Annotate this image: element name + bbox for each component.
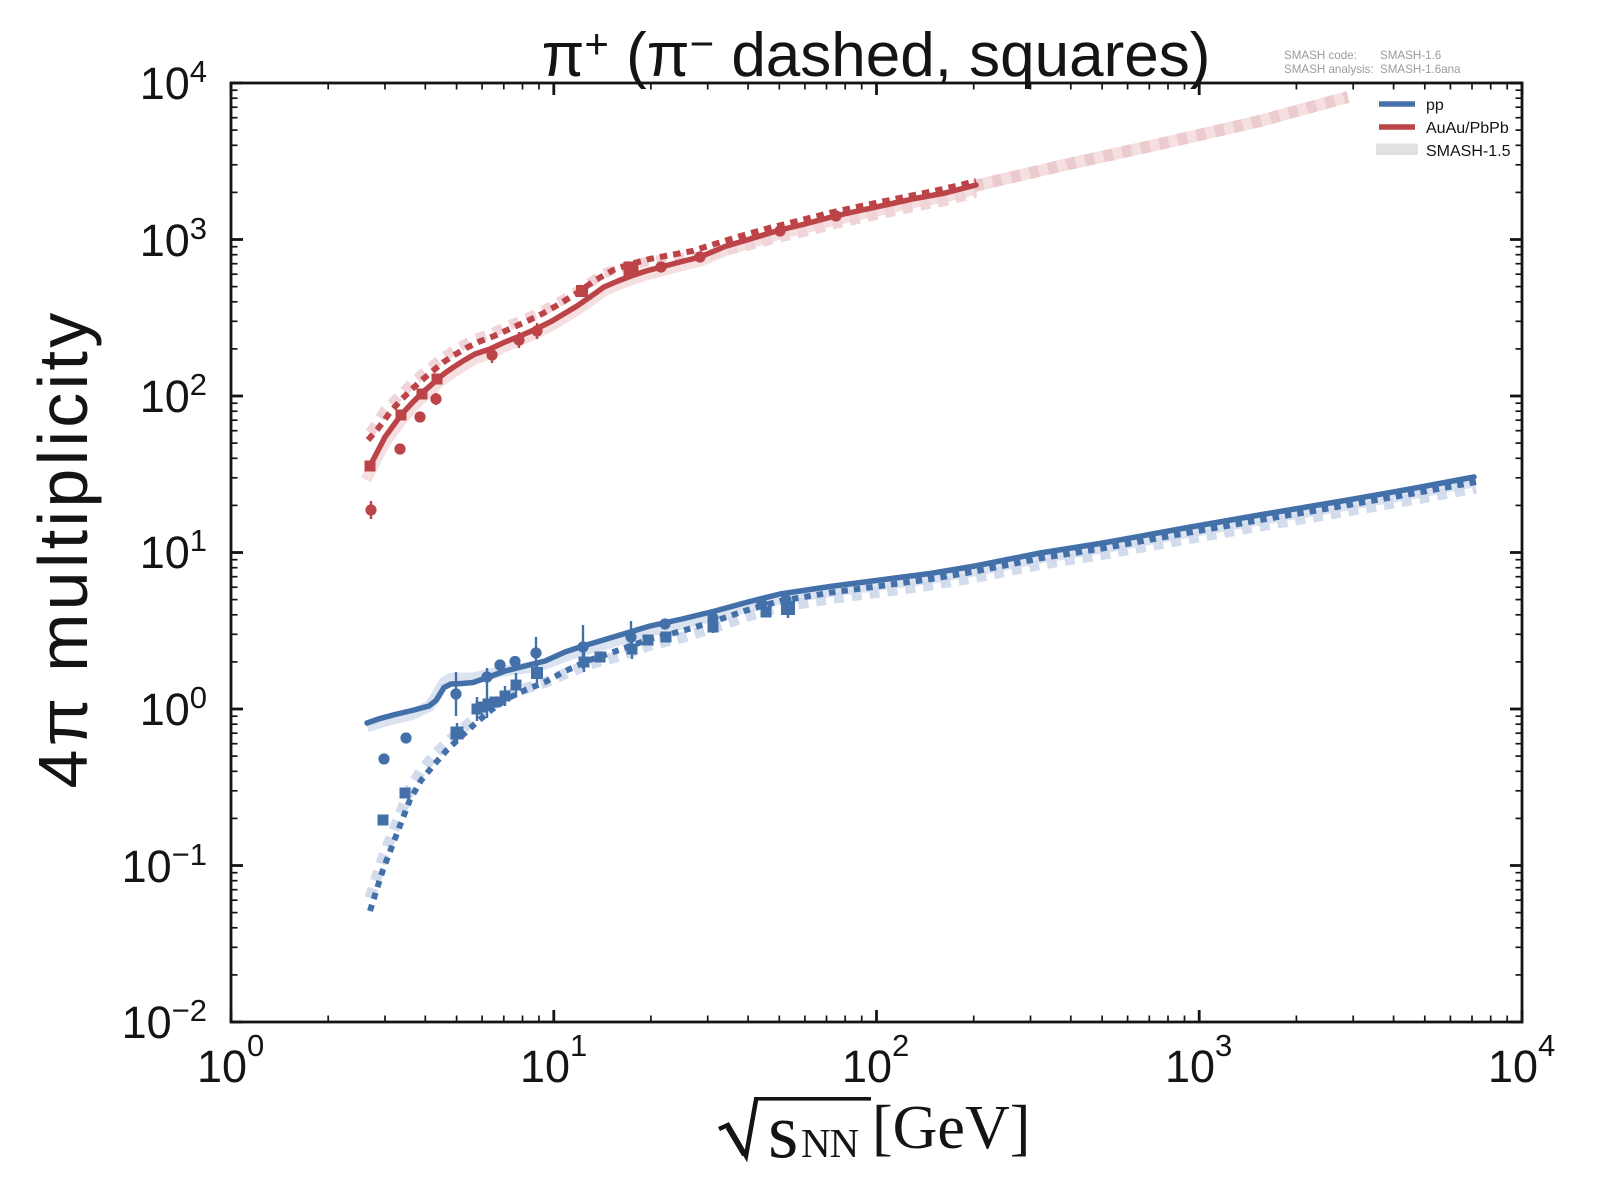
svg-text:102: 102 [140,367,207,422]
svg-text:SMASH analysis:: SMASH analysis: [1284,63,1374,76]
svg-text:3: 3 [1215,1028,1232,1063]
svg-text:SMASH-1.6: SMASH-1.6 [1380,49,1441,62]
svg-text:10: 10 [520,1041,570,1092]
svg-text:2: 2 [892,1028,909,1063]
svg-text:10: 10 [842,1041,892,1092]
svg-text:1: 1 [570,1028,587,1063]
svg-text:[GeV]: [GeV] [872,1094,1030,1162]
svg-text:SMASH-1.5: SMASH-1.5 [1426,143,1511,160]
svg-text:10: 10 [197,1041,247,1092]
svg-text:10: 10 [1165,1041,1215,1092]
svg-text:0: 0 [247,1028,264,1063]
svg-text:pp: pp [1426,97,1444,114]
svg-text:10: 10 [1488,1041,1538,1092]
svg-text:4: 4 [1538,1028,1555,1063]
svg-text:π+ (π− dashed, squares): π+ (π− dashed, squares) [542,20,1211,90]
svg-text:SMASH-1.6ana: SMASH-1.6ana [1380,63,1461,76]
svg-text:AuAu/PbPb: AuAu/PbPb [1426,120,1509,137]
svg-text:4π multiplicity: 4π multiplicity [24,309,102,788]
svg-text:NN: NN [801,1120,859,1166]
svg-text:SMASH code:: SMASH code: [1284,49,1357,62]
svg-text:s: s [768,1087,798,1174]
